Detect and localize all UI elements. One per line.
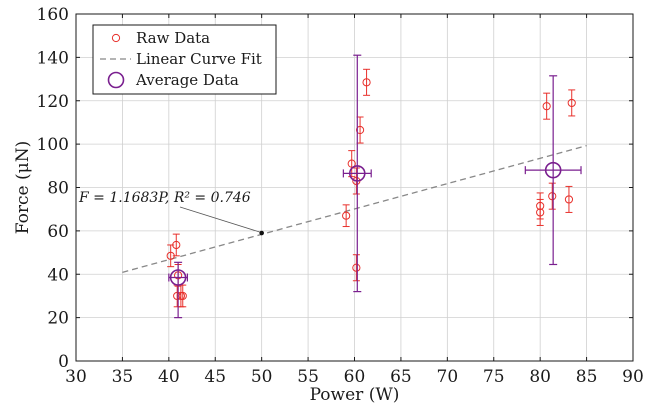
legend: Raw Data Linear Curve Fit Average Data [92, 24, 277, 95]
raw-data-point [347, 150, 356, 178]
x-tick-label: 30 [65, 367, 87, 387]
x-tick-label: 85 [576, 367, 598, 387]
y-tick-label: 40 [47, 265, 69, 285]
annotation: F = 1.1683P, R² = 0.746 [78, 190, 264, 236]
y-tick-label: 20 [47, 309, 69, 329]
legend-fit-label: Linear Curve Fit [136, 50, 262, 68]
raw-marker [178, 291, 187, 301]
y-tick-label: 160 [37, 5, 69, 25]
raw-data-point [342, 204, 351, 228]
x-tick-label: 70 [437, 367, 459, 387]
annotation-point [259, 230, 264, 236]
y-tick-label: 0 [58, 352, 69, 372]
legend-raw-label: Raw Data [136, 29, 210, 47]
raw-marker [347, 159, 356, 168]
fit-line [122, 145, 587, 273]
x-tick-label: 40 [158, 367, 180, 387]
raw-marker [355, 125, 365, 135]
raw-data-point [567, 89, 576, 117]
raw-data-point [542, 92, 551, 120]
raw-data-point [172, 233, 181, 257]
x-tick-label: 80 [529, 367, 551, 387]
raw-marker [342, 211, 351, 220]
raw-data-point [536, 192, 545, 220]
raw-data-point [178, 284, 187, 308]
raw-marker [352, 263, 361, 272]
average-data-point [168, 261, 188, 319]
raw-data-point [362, 68, 371, 96]
annotation-text: F = 1.1683P, R² = 0.746 [78, 190, 251, 206]
average-marker [544, 161, 562, 179]
raw-marker [362, 78, 371, 87]
raw-marker [536, 201, 545, 211]
y-tick-label: 80 [47, 179, 69, 199]
raw-data-point [355, 116, 365, 144]
ticks: 30 35 40 45 50 55 60 65 70 75 80 85 90 0 20 40 60 80 100 12… [37, 5, 644, 387]
x-tick-label: 45 [204, 367, 226, 387]
x-tick-label: 60 [344, 367, 366, 387]
raw-data-point [352, 254, 361, 282]
x-tick-label: 55 [297, 367, 319, 387]
x-tick-label: 75 [483, 367, 505, 387]
x-tick-label: 90 [622, 367, 644, 387]
fit-line-layer [122, 145, 587, 273]
x-axis-label: Power (W) [310, 385, 400, 405]
raw-marker [172, 240, 181, 250]
average-marker [169, 269, 187, 286]
average-data-layer [168, 54, 582, 319]
average-data-point [524, 75, 582, 266]
x-tick-label: 65 [390, 367, 412, 387]
y-tick-label: 120 [37, 92, 69, 112]
y-tick-label: 140 [37, 48, 69, 68]
average-marker [348, 165, 366, 182]
x-tick-label: 35 [112, 367, 134, 387]
raw-marker [564, 195, 574, 204]
y-tick-label: 100 [37, 135, 69, 155]
raw-data-layer [166, 68, 576, 308]
legend-average-marker [107, 71, 125, 89]
raw-data-point [564, 185, 574, 213]
average-data-point [342, 54, 372, 293]
raw-marker [548, 192, 557, 201]
legend-raw-marker [111, 33, 121, 43]
y-axis-label: Force (μN) [13, 141, 33, 234]
raw-marker [567, 98, 576, 108]
raw-data-point [548, 182, 557, 210]
raw-marker [542, 102, 551, 111]
x-tick-label: 50 [251, 367, 273, 387]
y-tick-label: 60 [47, 222, 69, 242]
legend-average-label: Average Data [135, 71, 239, 89]
annotation-leader [179, 206, 260, 233]
